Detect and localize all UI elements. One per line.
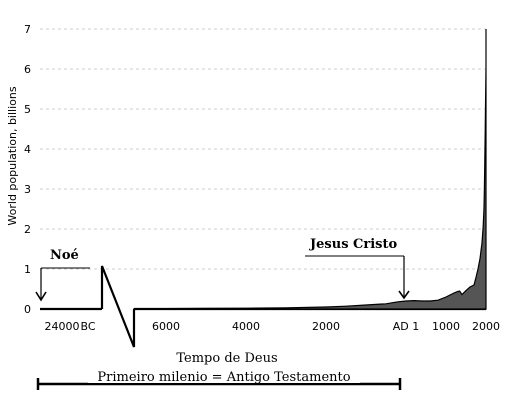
bracket-label-background [88, 369, 360, 383]
x-axis-ticks: 24000 BC 6000 4000 2000 AD 1 1000 2000 [45, 320, 501, 333]
y-tick-label: 3 [24, 183, 31, 196]
y-axis-label: World population, billions [6, 86, 19, 225]
x-tick-label: 1000 [432, 320, 460, 333]
y-tick-label: 6 [24, 63, 31, 76]
jesus-label: Jesus Cristo [309, 237, 397, 252]
x-axis-title: Tempo de Deus [176, 351, 277, 366]
x-tick-label: BC [80, 320, 95, 333]
bracket-label: Primeiro milenio = Antigo Testamento [97, 370, 350, 385]
x-tick-label: AD 1 [393, 320, 420, 333]
y-axis-ticks: 0 1 2 3 4 5 6 7 [24, 23, 31, 316]
y-tick-label: 5 [24, 103, 31, 116]
noe-label: Noé [50, 248, 79, 263]
jesus-arrow-head [398, 290, 410, 300]
y-tick-label: 2 [24, 223, 31, 236]
grid-lines [40, 28, 486, 270]
y-tick-label: 7 [24, 23, 31, 36]
noe-annotation: Noé [35, 248, 90, 302]
x-tick-label: 4000 [232, 320, 260, 333]
y-tick-label: 4 [24, 143, 31, 156]
x-tick-label: 6000 [152, 320, 180, 333]
y-tick-label: 1 [24, 263, 31, 276]
axis-break-zigzag [100, 265, 136, 348]
jesus-annotation: Jesus Cristo [305, 237, 410, 300]
x-tick-label: 2000 [472, 320, 500, 333]
y-tick-label: 0 [24, 303, 31, 316]
noe-arrow-head [35, 291, 47, 302]
old-testament-bracket: Primeiro milenio = Antigo Testamento [36, 369, 402, 390]
x-tick-label: 2000 [312, 320, 340, 333]
x-tick-label: 24000 [45, 320, 80, 333]
population-area [133, 29, 487, 310]
